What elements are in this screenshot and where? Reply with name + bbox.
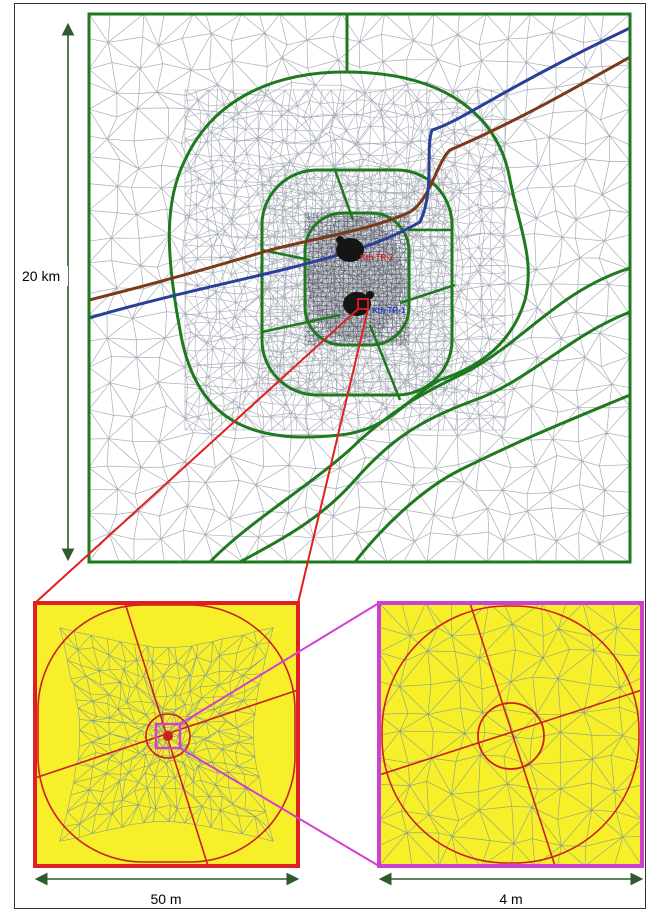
right-inset-axis	[469, 603, 556, 866]
left-inset-well	[163, 731, 173, 741]
zone-boundary-radial	[261, 248, 311, 262]
zone-boundary-valley-3	[353, 393, 630, 562]
left-inset-inner-ring	[145, 713, 191, 759]
well-label-tr1: Kth TR-1	[372, 306, 406, 315]
zoom-source-box	[357, 298, 369, 310]
well-cluster-dot	[366, 291, 374, 299]
well-label-tr2: Kth TR-2	[360, 253, 394, 262]
right-inset-panel	[377, 601, 644, 868]
right-inset-border	[377, 601, 644, 868]
well-cluster-upper	[336, 238, 364, 262]
well-refinement-halo	[307, 216, 403, 340]
right-inset-boundaries	[379, 603, 642, 866]
left-inset-zoom-box	[154, 722, 182, 750]
right-inset-inner-ring	[477, 702, 545, 770]
zone-boundary-radial	[368, 324, 402, 401]
zone-boundary-radial	[399, 283, 456, 305]
zone-boundary-radial	[261, 313, 341, 334]
zoom-lines-main-to-left	[34, 308, 369, 604]
zoom-lines-left-to-right	[179, 602, 380, 867]
right-inset-axis	[379, 689, 642, 776]
well-cluster: Kth TR-2 Kth TR-1	[336, 236, 406, 316]
main-zone-boundaries	[167, 14, 630, 562]
zone-boundary-valley-1	[208, 266, 630, 562]
right-inset-rounded-boundary	[381, 605, 640, 864]
river-blue	[89, 26, 630, 320]
main-rivers	[89, 26, 630, 320]
left-inset-scale-bar: 50 m	[34, 872, 300, 907]
main-domain-border	[87, 12, 632, 564]
left-inset-border	[33, 601, 300, 868]
well-cluster-lower	[343, 292, 371, 316]
right-inset-scale-label: 4 m	[499, 891, 522, 907]
well-cluster-dot	[336, 236, 344, 244]
zoom-line-lower	[179, 747, 380, 867]
zoom-line-right	[297, 308, 369, 604]
zone-boundary-middle	[260, 168, 454, 397]
left-inset-scale-label: 50 m	[150, 891, 181, 907]
main-mesh	[89, 14, 630, 562]
zone-boundary-valley-2	[239, 310, 630, 562]
main-scale-label: 20 km	[22, 268, 60, 284]
zoom-line-upper	[179, 602, 380, 725]
river-brown	[89, 55, 630, 302]
main-scale-label-bg	[20, 266, 68, 286]
mesh-triangles	[379, 603, 642, 866]
left-inset-panel	[33, 601, 300, 868]
main-scale-bar: 20 km	[20, 22, 75, 562]
right-inset-scale-bar: 4 m	[378, 872, 644, 907]
right-inset-mesh	[379, 603, 642, 866]
zoom-line-left	[34, 308, 359, 604]
zone-boundary-inner	[303, 211, 411, 347]
zone-boundary-radial	[333, 169, 355, 221]
